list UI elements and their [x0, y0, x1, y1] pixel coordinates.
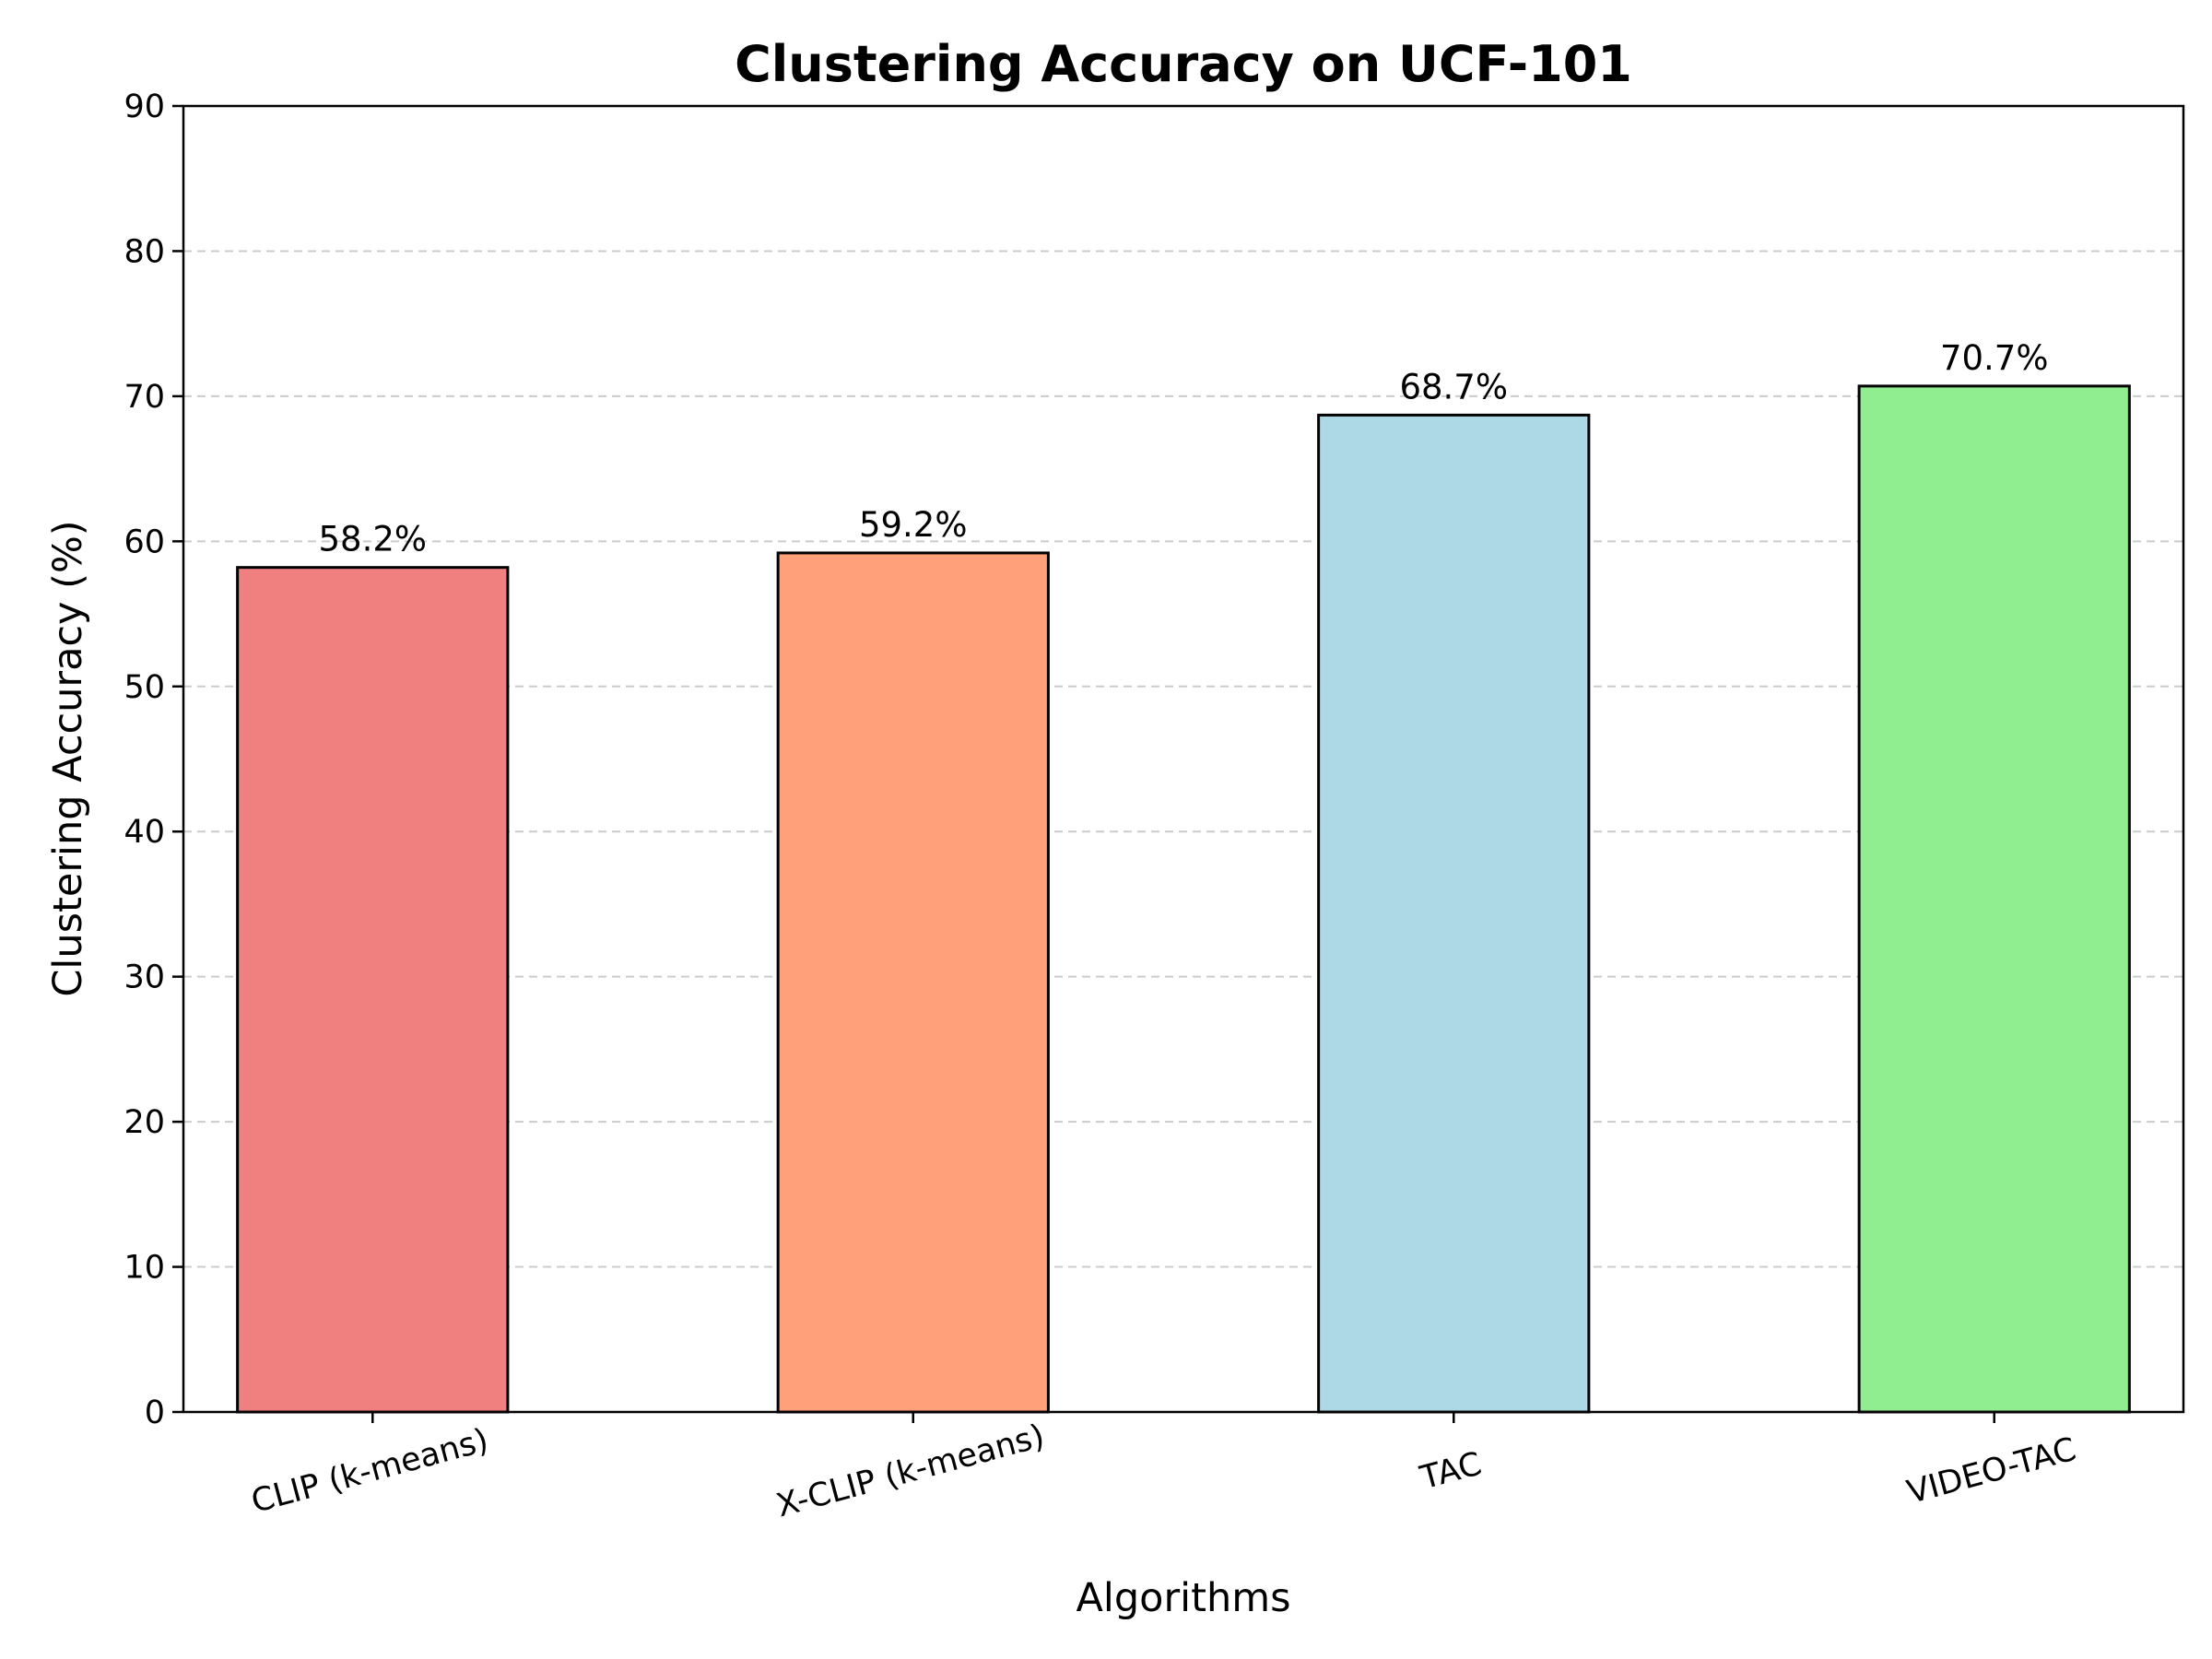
y-axis-label: Clustering Accuracy (%)	[45, 520, 91, 996]
chart-title: Clustering Accuracy on UCF-101	[735, 35, 1632, 93]
data-label-video-tac: 70.7%	[1940, 338, 2049, 378]
data-label-tac: 68.7%	[1399, 367, 1508, 406]
bars	[236, 384, 2131, 1414]
data-labels: 58.2% 59.2% 68.7% 70.7%	[318, 338, 2048, 559]
y-tick-label-50: 50	[124, 669, 165, 706]
x-axis-label: Algorithms	[1077, 1575, 1291, 1621]
y-tick-label-80: 80	[124, 233, 165, 270]
y-tick-label-30: 30	[124, 959, 165, 996]
bar-video-tac	[1857, 384, 2131, 1414]
bar-x-clip-k-means	[776, 551, 1050, 1414]
y-axis-ticks: 0 10 20 30 40 50 60 70 80 90	[124, 88, 183, 1431]
y-tick-label-20: 20	[124, 1104, 165, 1141]
bar-tac	[1317, 413, 1591, 1414]
y-tick-label-0: 0	[145, 1394, 165, 1431]
y-tick-label-10: 10	[124, 1250, 165, 1287]
x-tick-label-clip-k-means: CLIP (k-means)	[248, 1422, 493, 1521]
y-tick-label-70: 70	[124, 379, 165, 416]
y-tick-label-60: 60	[124, 524, 165, 560]
data-label-x-clip-k-means: 59.2%	[859, 505, 968, 545]
y-tick-label-90: 90	[124, 88, 165, 125]
y-tick-label-40: 40	[124, 814, 165, 851]
x-tick-label-tac: TAC	[1416, 1445, 1485, 1497]
bar-clip-k-means	[236, 566, 510, 1414]
x-tick-label-video-tac: VIDEO-TAC	[1903, 1431, 2080, 1512]
x-axis-ticks: CLIP (k-means) X-CLIP (k-means) TAC VIDEO-T…	[248, 1412, 2080, 1524]
data-label-clip-k-means: 58.2%	[318, 520, 427, 559]
x-tick-label-x-clip-k-means: X-CLIP (k-means)	[772, 1418, 1048, 1524]
plot-frame	[182, 104, 2185, 1414]
